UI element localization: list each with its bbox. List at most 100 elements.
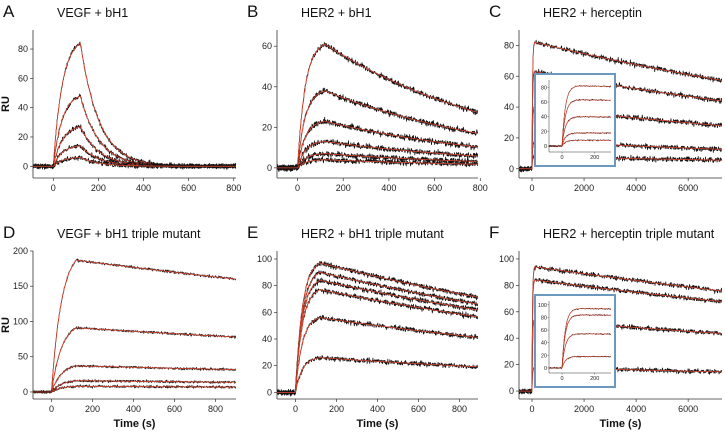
panel-a-fit-curve-2	[33, 95, 236, 167]
x-tick-label-d: 200	[85, 404, 100, 414]
y-tick-label-f: 40	[504, 333, 514, 343]
panel-title-f: HER2 + herceptin triple mutant	[543, 227, 715, 241]
panel-b-data-trace-5	[277, 150, 478, 172]
inset-x-tick-label-f: 0	[561, 376, 564, 382]
panel-a-fit-curve-5	[33, 157, 236, 167]
x-tick-label-c: 2000	[574, 183, 594, 193]
panel-b-fit-curve-4	[277, 141, 478, 169]
panel-title-c: HER2 + herceptin	[543, 6, 642, 20]
panel-e-fit-curve-5	[277, 317, 478, 393]
y-tick-label-d: 100	[13, 316, 28, 326]
panel-letter-c: C	[489, 2, 501, 21]
panel-f: F HER2 + herceptin triple mutant 0 20 40 60 80…	[489, 223, 722, 430]
x-tick-label-b: 800	[473, 183, 488, 193]
y-tick-label-a: 80	[18, 44, 28, 54]
plot-area-d	[33, 258, 236, 394]
panel-letter-d: D	[3, 223, 15, 242]
inset-c: 0 20 40 60 80 0 200	[534, 73, 616, 167]
panel-e: E HER2 + bH1 triple mutant 0 20 40 60 80 100 0 20…	[247, 223, 478, 430]
y-tick-label-e: 100	[257, 254, 272, 264]
inset-x-tick-label-c: 0	[561, 155, 564, 161]
inset-y-tick-label-c: 80	[541, 85, 547, 91]
y-tick-label-d: 150	[13, 281, 28, 291]
y-tick-label-f: 20	[504, 360, 514, 370]
x-tick-label-c: 6000	[678, 183, 698, 193]
y-tick-label-f: 0	[509, 386, 514, 396]
panel-c-fit-curve-1	[519, 41, 722, 170]
x-tick-label-e: 0	[293, 404, 298, 414]
panel-d-data-trace-5	[33, 384, 236, 394]
y-tick-label-e: 20	[262, 361, 272, 371]
panel-title-d: VEGF + bH1 triple mutant	[57, 227, 201, 241]
x-tick-label-e: 800	[452, 404, 467, 414]
x-tick-label-d: 800	[208, 404, 223, 414]
panel-d-fit-curve-4	[33, 380, 236, 393]
y-tick-label-e: 80	[262, 281, 272, 291]
y-tick-label-f: 60	[504, 307, 514, 317]
y-tick-label-f: 80	[504, 280, 514, 290]
y-tick-label-d: 200	[13, 246, 28, 256]
panel-d-fit-curve-1	[33, 259, 236, 393]
y-axis-label-a: RU	[0, 96, 12, 112]
panel-e-fit-curve-2	[277, 271, 478, 393]
inset-plot-c	[549, 85, 611, 148]
x-tick-label-b: 200	[336, 183, 351, 193]
y-tick-label-a: 40	[18, 103, 28, 113]
x-tick-label-d: 400	[126, 404, 141, 414]
inset-frame-f	[534, 294, 616, 388]
x-tick-label-f: 6000	[678, 404, 698, 414]
y-tick-label-c: 60	[504, 71, 514, 81]
panel-f-fit-curve-1	[519, 266, 722, 392]
inset-y-tick-label-c: 0	[544, 144, 547, 150]
x-tick-label-a: 400	[136, 183, 151, 193]
panel-e-fit-curve-3	[277, 279, 478, 393]
x-tick-label-e: 200	[329, 404, 344, 414]
x-tick-label-e: 400	[370, 404, 385, 414]
y-tick-label-c: 0	[509, 164, 514, 174]
x-tick-label-d: 0	[49, 404, 54, 414]
panel-e-fit-curve-4	[277, 289, 478, 393]
inset-x-tick-label-c: 200	[590, 155, 599, 161]
inset-y-tick-label-f: 60	[541, 328, 547, 334]
panel-b-data-trace-2	[277, 87, 478, 172]
x-tick-label-f: 4000	[626, 404, 646, 414]
panel-e-fit-curve-6	[277, 357, 478, 393]
y-tick-label-b: 40	[262, 82, 272, 92]
inset-y-tick-label-f: 40	[541, 341, 547, 347]
plot-area-b	[277, 42, 478, 172]
x-tick-label-d: 600	[167, 404, 182, 414]
y-tick-label-b: 0	[267, 163, 272, 173]
plot-area-a	[33, 41, 236, 170]
x-tick-label-a: 600	[181, 183, 196, 193]
panel-letter-e: E	[247, 223, 258, 242]
y-tick-label-d: 0	[23, 387, 28, 397]
inset-f-fit-curve-4	[549, 356, 611, 369]
y-tick-label-d: 50	[18, 352, 28, 362]
y-axis-label-d: RU	[0, 317, 12, 333]
panel-b-fit-curve-5	[277, 153, 478, 169]
inset-y-tick-label-f: 0	[544, 366, 547, 372]
x-tick-label-b: 0	[295, 183, 300, 193]
x-axis-label-f: Time (s)	[600, 418, 642, 430]
x-tick-label-c: 0	[530, 183, 535, 193]
inset-c-fit-curve-5	[549, 139, 611, 147]
y-tick-label-e: 60	[262, 307, 272, 317]
inset-y-tick-label-c: 40	[541, 115, 547, 121]
panel-b-fit-curve-6	[277, 159, 478, 169]
x-tick-label-a: 0	[51, 183, 56, 193]
panel-letter-a: A	[3, 2, 15, 21]
panel-title-a: VEGF + bH1	[57, 6, 128, 20]
y-tick-label-a: 20	[18, 132, 28, 142]
panel-d-fit-curve-5	[33, 385, 236, 393]
panel-b-fit-curve-2	[277, 90, 478, 169]
x-tick-label-a: 800	[226, 183, 241, 193]
inset-y-tick-label-c: 60	[541, 100, 547, 106]
panel-e-data-trace-5	[277, 314, 478, 396]
panel-title-e: HER2 + bH1 triple mutant	[301, 227, 444, 241]
y-tick-label-b: 60	[262, 41, 272, 51]
x-tick-label-e: 600	[411, 404, 426, 414]
y-tick-label-e: 40	[262, 334, 272, 344]
